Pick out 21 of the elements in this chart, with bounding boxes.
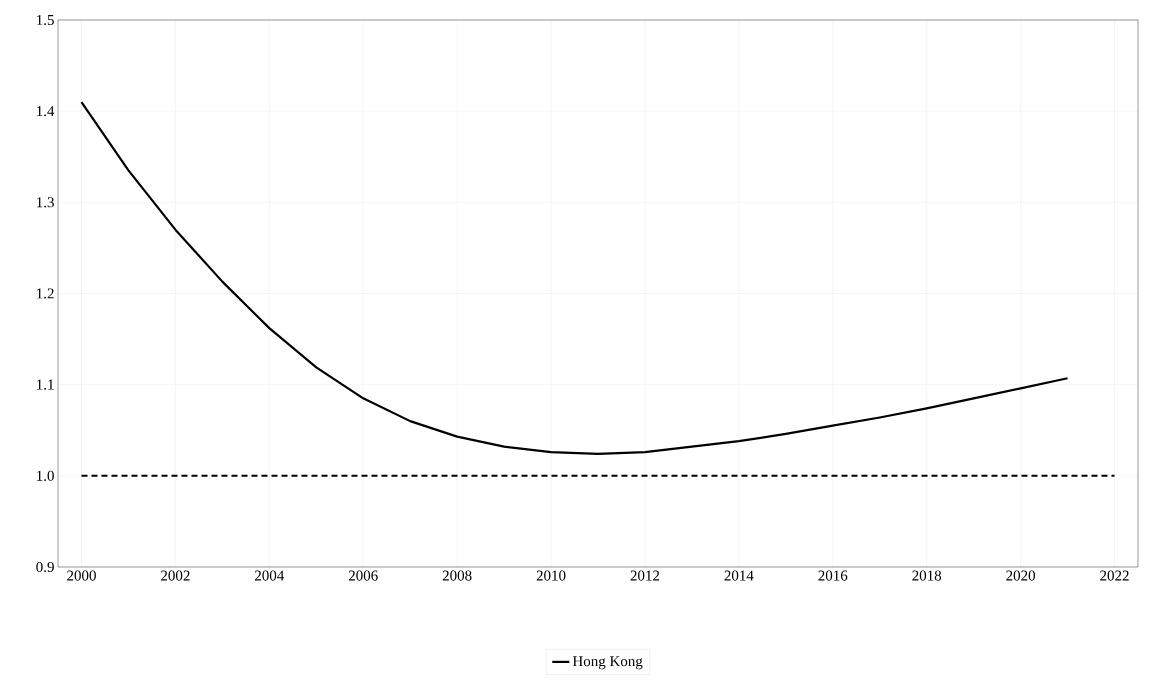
y-tick-label: 1.0 (37, 470, 54, 481)
legend-label: Hong Kong (572, 656, 643, 670)
x-tick-label: 2012 (630, 570, 660, 581)
x-tick-label: 2004 (254, 570, 285, 581)
y-tick-label: 1.5 (37, 14, 54, 26)
x-tick-label: 2006 (348, 570, 378, 581)
x-tick-label: 2010 (536, 570, 566, 581)
y-tick-label: 1.1 (37, 379, 54, 390)
line-series (80, 100, 1069, 456)
x-tick-label: 2018 (912, 570, 942, 581)
x-tick-label: 2016 (818, 570, 848, 581)
y-tick-label: 1.3 (37, 197, 54, 208)
x-tick-label: 2020 (1006, 570, 1036, 581)
x-tick-label: 2014 (724, 570, 754, 581)
y-tick-label: 1.2 (37, 288, 54, 299)
y-tick-label: 0.9 (36, 561, 54, 573)
x-tick-label: 2000 (67, 570, 96, 581)
x-tick-label: 2008 (442, 570, 472, 581)
x-tick-label: 2022 (1100, 570, 1129, 581)
x-tick-label: 2002 (161, 570, 190, 581)
y-tick-label: 1.4 (37, 106, 55, 117)
